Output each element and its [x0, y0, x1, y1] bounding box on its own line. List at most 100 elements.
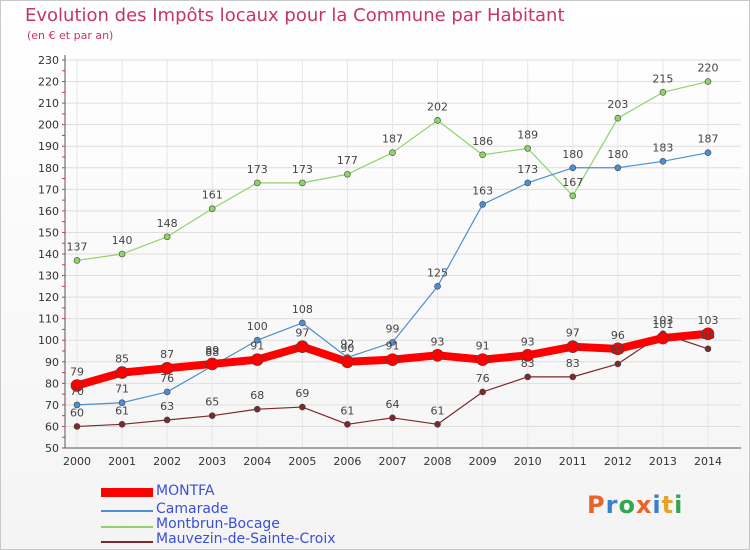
data-label: 89: [611, 344, 625, 357]
legend-swatch-mauvezin-de-sainte-croix: [101, 541, 153, 543]
data-label: 148: [157, 217, 178, 230]
x-tick-label: 2010: [514, 455, 542, 468]
data-label: 90: [340, 342, 354, 355]
y-tick-label: 80: [45, 377, 59, 390]
data-label: 108: [292, 303, 313, 316]
data-label: 215: [652, 72, 673, 85]
data-label: 140: [112, 234, 133, 247]
x-tick-label: 2008: [424, 455, 452, 468]
x-tick-label: 2005: [288, 455, 316, 468]
data-label: 83: [521, 357, 535, 370]
data-point: [614, 164, 622, 172]
data-label: 92: [340, 337, 354, 350]
data-label: 180: [607, 148, 628, 161]
y-tick-label: 220: [38, 76, 59, 89]
data-point: [434, 283, 441, 290]
data-label: 183: [652, 141, 673, 154]
y-tick-label: 50: [45, 442, 59, 455]
data-label: 202: [427, 100, 448, 113]
data-label: 83: [566, 357, 580, 370]
data-point: [434, 420, 441, 428]
data-point: [250, 353, 264, 366]
data-label: 177: [337, 154, 358, 167]
data-point: [479, 201, 486, 208]
x-tick-label: 2013: [649, 455, 677, 468]
y-tick-label: 90: [45, 356, 59, 369]
legend-label-montfa: MONTFA: [156, 483, 215, 499]
logo-letter: t: [661, 491, 675, 519]
data-point: [656, 331, 670, 345]
data-label: 91: [385, 340, 399, 353]
data-point: [341, 355, 354, 369]
y-tick-label: 210: [38, 97, 59, 110]
data-point: [524, 373, 532, 381]
chart-subtitle: (en € et par an): [27, 29, 114, 42]
data-label: 101: [652, 318, 673, 331]
data-label: 100: [247, 320, 268, 333]
y-tick-label: 110: [38, 313, 59, 326]
legend-swatch-camarade: [101, 510, 153, 512]
data-label: 125: [427, 266, 448, 279]
legend-label-mauvezin-de-sainte-croix: Mauvezin-de-Sainte-Croix: [156, 531, 336, 547]
logo-letter: r: [605, 491, 619, 519]
data-point: [208, 412, 216, 419]
data-point: [73, 257, 81, 264]
data-label: 93: [521, 335, 535, 348]
data-label: 76: [476, 372, 490, 385]
data-label: 180: [562, 148, 583, 161]
data-label: 76: [160, 372, 174, 385]
data-point: [160, 361, 174, 375]
legend-swatch-montbrun-bocage: [101, 526, 153, 528]
data-point: [434, 117, 441, 124]
data-label: 167: [562, 176, 583, 189]
data-point: [614, 114, 622, 122]
data-label: 220: [697, 62, 718, 75]
data-point: [296, 340, 309, 353]
data-label: 61: [431, 404, 445, 417]
data-point: [479, 388, 486, 396]
x-tick-label: 2014: [694, 455, 722, 468]
data-point: [524, 145, 532, 152]
data-point: [611, 342, 625, 356]
y-tick-label: 200: [38, 119, 59, 132]
legend-swatch-montfa: [101, 488, 153, 497]
data-point: [389, 339, 396, 346]
data-point: [704, 78, 712, 85]
data-label: 163: [472, 184, 493, 197]
data-label: 61: [115, 404, 129, 417]
logo-letter: i: [674, 491, 684, 519]
data-point: [253, 336, 261, 344]
x-tick-label: 2002: [153, 455, 181, 468]
data-label: 173: [292, 163, 313, 176]
data-label: 68: [250, 389, 264, 402]
data-label: 203: [607, 98, 628, 111]
data-point: [118, 250, 126, 258]
data-label: 96: [701, 329, 715, 342]
data-label: 65: [205, 396, 219, 409]
data-label: 99: [385, 322, 399, 335]
x-tick-label: 2004: [243, 455, 271, 468]
x-tick-label: 2000: [63, 455, 91, 468]
data-point: [431, 349, 444, 362]
data-point: [659, 158, 667, 165]
data-point: [524, 179, 532, 187]
data-point: [704, 345, 712, 353]
data-label: 186: [472, 135, 493, 148]
data-label: 91: [250, 340, 264, 353]
data-label: 60: [70, 406, 84, 419]
data-point: [569, 373, 577, 381]
y-tick-label: 100: [38, 334, 59, 347]
data-point: [299, 179, 306, 187]
data-label: 88: [205, 346, 219, 359]
data-label: 71: [115, 383, 129, 396]
data-point: [389, 414, 396, 422]
data-label: 69: [295, 387, 309, 400]
x-tick-label: 2001: [108, 455, 136, 468]
data-point: [163, 416, 171, 424]
data-point: [344, 170, 351, 178]
data-label: 173: [517, 163, 538, 176]
data-label: 189: [517, 128, 538, 141]
data-point: [389, 149, 396, 156]
